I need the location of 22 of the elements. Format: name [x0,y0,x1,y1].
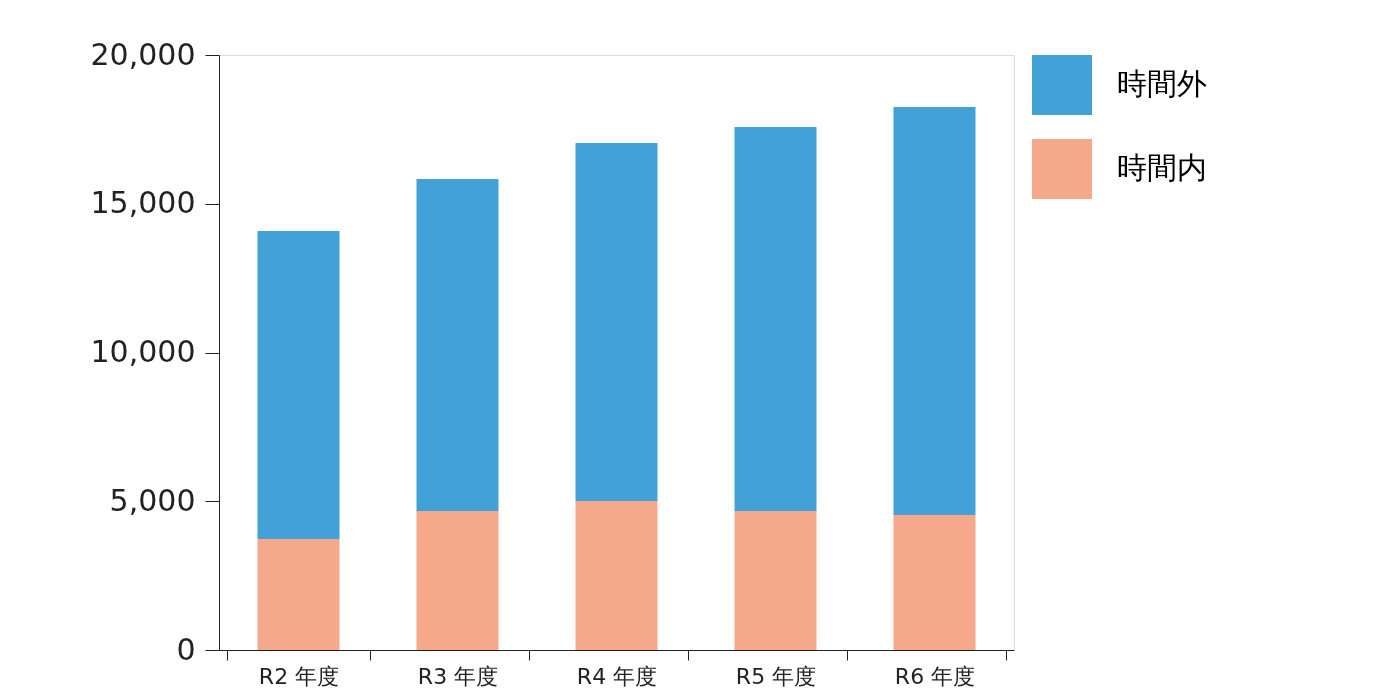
legend-label: 時間外 [1117,66,1207,101]
bar [575,143,658,501]
legend-label: 時間内 [1117,150,1207,185]
y-tick-label: 10,000 [90,334,196,369]
x-tick-label: R4 年度 [576,663,658,689]
x-tick-label: R3 年度 [417,663,499,689]
x-tick-label: R2 年度 [258,663,340,689]
bar [893,514,976,650]
y-tick-label: 0 [176,631,196,667]
bar [416,511,499,650]
x-tick-label: R5 年度 [735,663,817,689]
bar [575,500,658,650]
y-tick-label: 20,000 [90,36,196,72]
bar [734,127,817,512]
y-tick-label: 5,000 [109,482,196,518]
y-tick-label: 15,000 [90,185,196,221]
x-tick-label: R6 年度 [894,663,976,689]
bar [734,511,817,650]
bar [257,539,340,650]
bar [416,179,499,512]
bar [893,107,976,515]
bar [257,231,340,540]
